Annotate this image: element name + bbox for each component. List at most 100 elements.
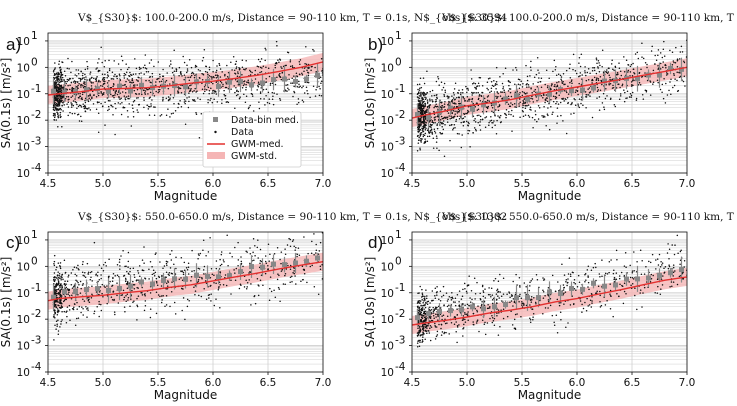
data-point: [231, 256, 233, 258]
data-point: [82, 283, 84, 285]
data-point: [112, 277, 114, 279]
data-point: [420, 304, 422, 307]
data-point: [491, 107, 494, 109]
data-point: [547, 299, 550, 301]
data-point: [466, 292, 468, 294]
data-point: [63, 78, 65, 81]
data-point: [210, 284, 212, 287]
data-point: [80, 83, 83, 86]
data-point: [513, 301, 516, 304]
data-point: [436, 137, 438, 140]
data-point: [201, 88, 204, 90]
data-point: [424, 126, 426, 128]
data-point: [224, 75, 226, 77]
data-point: [614, 105, 617, 108]
data-point: [198, 268, 201, 270]
data-point: [125, 283, 128, 285]
data-point: [429, 123, 432, 126]
data-point: [123, 274, 126, 277]
data-point: [76, 113, 79, 116]
data-point: [243, 93, 245, 95]
data-point: [160, 285, 163, 287]
data-point: [108, 108, 110, 111]
data-point: [441, 132, 444, 135]
data-point: [103, 78, 106, 81]
data-point: [609, 293, 611, 295]
data-point: [246, 281, 249, 284]
data-point: [235, 66, 238, 68]
data-point: [57, 116, 60, 119]
data-point: [453, 88, 456, 90]
data-point: [456, 324, 459, 327]
data-point: [90, 82, 93, 84]
data-point: [222, 259, 225, 261]
data-point: [502, 86, 505, 88]
data-point: [471, 91, 473, 94]
data-point: [197, 267, 200, 270]
data-point: [224, 274, 227, 276]
data-point: [429, 125, 431, 128]
data-point: [445, 292, 448, 294]
data-point: [470, 69, 472, 71]
data-point: [467, 319, 469, 321]
data-point: [263, 98, 265, 100]
data-point: [62, 278, 64, 280]
data-point: [225, 284, 228, 287]
y-tick-label: 10: [17, 235, 30, 247]
data-point: [58, 83, 60, 86]
data-point: [97, 62, 99, 64]
data-point: [202, 56, 205, 59]
data-point: [55, 294, 58, 297]
data-point: [529, 318, 532, 321]
data-point: [606, 72, 609, 75]
data-point: [436, 97, 438, 99]
data-point: [619, 86, 621, 89]
data-point: [146, 104, 148, 106]
data-point: [436, 285, 438, 288]
data-point: [73, 266, 76, 268]
data-point: [104, 261, 107, 264]
data-point: [632, 62, 634, 65]
data-point: [65, 311, 67, 313]
data-point: [419, 148, 421, 151]
data-point: [77, 294, 79, 296]
data-point: [635, 99, 638, 101]
data-point: [609, 283, 611, 285]
data-point: [424, 313, 427, 315]
data-point: [212, 75, 215, 78]
data-point: [98, 264, 101, 266]
data-point: [203, 49, 206, 51]
data-point: [279, 97, 281, 100]
data-point: [181, 287, 183, 290]
data-point: [251, 95, 254, 97]
data-point: [574, 70, 577, 72]
data-point: [163, 265, 166, 267]
data-point: [256, 246, 259, 249]
data-point: [426, 140, 429, 143]
data-point: [312, 48, 314, 51]
data-point: [286, 83, 289, 86]
data-point: [451, 99, 453, 102]
data-point: [542, 297, 545, 299]
data-point: [60, 85, 63, 87]
data-point: [612, 84, 614, 87]
data-point: [595, 58, 598, 61]
data-point: [469, 301, 472, 303]
data-point: [435, 326, 438, 328]
data-point: [451, 291, 453, 294]
data-point: [443, 93, 445, 96]
data-point: [80, 70, 82, 73]
data-point: [494, 84, 496, 86]
bin-median-marker: [514, 93, 519, 99]
data-point: [211, 273, 214, 275]
data-point: [107, 99, 110, 102]
data-point: [110, 296, 113, 298]
x-tick-label: 4.5: [40, 377, 57, 389]
data-point: [419, 133, 422, 136]
data-point: [204, 280, 207, 282]
data-point: [520, 316, 522, 318]
data-point: [237, 90, 240, 93]
data-point: [201, 72, 203, 75]
data-point: [424, 121, 426, 123]
data-point: [427, 130, 430, 132]
